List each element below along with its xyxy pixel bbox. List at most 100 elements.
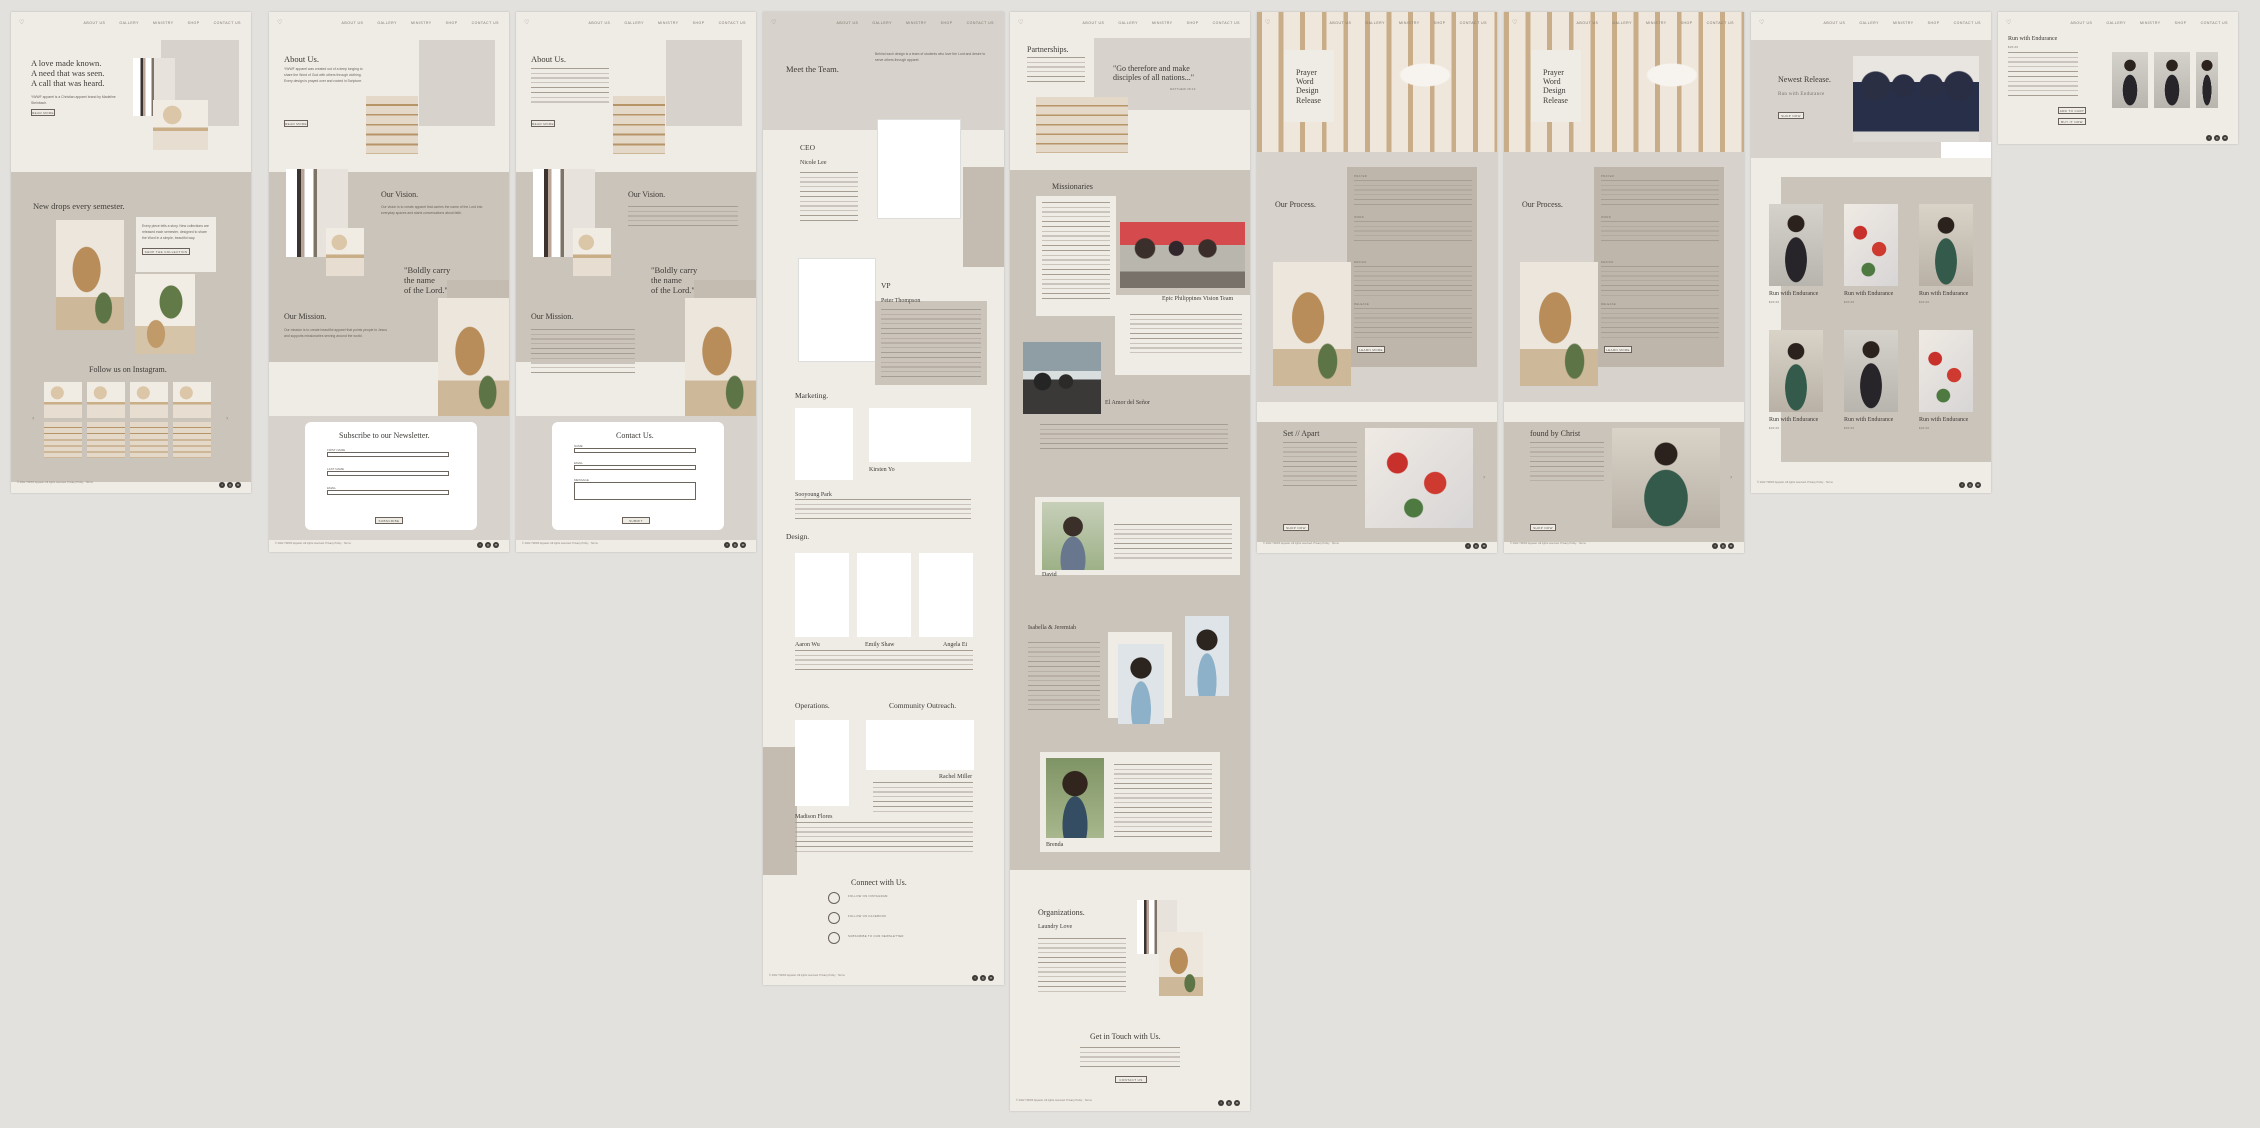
hero-read-more-button[interactable]: READ MORE xyxy=(31,109,55,116)
nav-gallery[interactable]: GALLERY xyxy=(377,21,397,25)
email-icon[interactable]: ✉ xyxy=(740,542,746,548)
nav-ministry[interactable]: MINISTRY xyxy=(2139,21,2161,25)
email-icon[interactable]: ✉ xyxy=(988,975,994,981)
facebook-icon[interactable]: f xyxy=(1218,1100,1224,1106)
email-field[interactable] xyxy=(574,465,696,470)
nav-about[interactable]: ABOUT US xyxy=(2070,21,2093,25)
nav-about[interactable]: ABOUT US xyxy=(836,21,859,25)
instagram-tile[interactable] xyxy=(173,382,211,418)
add-to-cart-button[interactable]: ADD TO CART xyxy=(2058,107,2086,114)
facebook-icon[interactable]: f xyxy=(219,482,225,488)
instagram-icon[interactable]: ◎ xyxy=(1226,1100,1232,1106)
nav-shop[interactable]: SHOP xyxy=(1186,21,1199,25)
product-image[interactable] xyxy=(1844,204,1898,286)
nav-shop[interactable]: SHOP xyxy=(187,21,200,25)
instagram-tile[interactable] xyxy=(44,382,82,418)
logo-icon[interactable]: ♡ xyxy=(1759,20,1765,26)
nav-gallery[interactable]: GALLERY xyxy=(119,21,139,25)
nav-gallery[interactable]: GALLERY xyxy=(1859,21,1879,25)
product-gallery-image[interactable] xyxy=(2196,52,2218,108)
nav-about[interactable]: ABOUT US xyxy=(1576,21,1599,25)
product-name[interactable]: Run with Endurance xyxy=(1769,291,1819,297)
product-image[interactable] xyxy=(1919,330,1973,412)
facebook-icon[interactable]: f xyxy=(1712,543,1718,549)
nav-about[interactable]: ABOUT US xyxy=(1082,21,1105,25)
last-name-field[interactable] xyxy=(327,471,449,476)
email-icon[interactable]: ✉ xyxy=(493,542,499,548)
instagram-next-icon[interactable]: › xyxy=(226,415,229,422)
nav-ministry[interactable]: MINISTRY xyxy=(1151,21,1173,25)
email-icon[interactable]: ✉ xyxy=(1481,543,1487,549)
nav-about[interactable]: ABOUT US xyxy=(588,21,611,25)
nav-shop[interactable]: SHOP xyxy=(1433,21,1446,25)
instagram-prev-icon[interactable]: ‹ xyxy=(32,415,35,422)
instagram-tile[interactable] xyxy=(173,422,211,458)
nav-contact[interactable]: CONTACT US xyxy=(966,21,994,25)
facebook-icon[interactable]: f xyxy=(972,975,978,981)
subscribe-button[interactable]: SUBSCRIBE xyxy=(375,517,403,524)
name-field[interactable] xyxy=(574,448,696,453)
facebook-icon[interactable]: f xyxy=(2206,135,2212,141)
instagram-icon[interactable]: ◎ xyxy=(227,482,233,488)
product-name[interactable]: Run with Endurance xyxy=(1844,417,1894,423)
logo-icon[interactable]: ♡ xyxy=(1265,20,1271,26)
nav-contact[interactable]: CONTACT US xyxy=(1459,21,1487,25)
facebook-icon[interactable]: f xyxy=(724,542,730,548)
nav-shop[interactable]: SHOP xyxy=(1927,21,1940,25)
instagram-icon[interactable]: ◎ xyxy=(2214,135,2220,141)
feature-next-icon[interactable]: › xyxy=(1730,474,1733,481)
instagram-tile[interactable] xyxy=(44,422,82,458)
nav-gallery[interactable]: GALLERY xyxy=(2106,21,2126,25)
nav-ministry[interactable]: MINISTRY xyxy=(1645,21,1667,25)
nav-ministry[interactable]: MINISTRY xyxy=(1892,21,1914,25)
nav-shop[interactable]: SHOP xyxy=(1680,21,1693,25)
instagram-icon[interactable]: ◎ xyxy=(485,542,491,548)
nav-gallery[interactable]: GALLERY xyxy=(1118,21,1138,25)
connect-item[interactable]: SUBSCRIBE TO OUR NEWSLETTER xyxy=(848,934,904,938)
logo-icon[interactable]: ♡ xyxy=(19,20,25,26)
facebook-icon[interactable]: f xyxy=(1959,482,1965,488)
email-field[interactable] xyxy=(327,490,449,495)
instagram-tile[interactable] xyxy=(130,422,168,458)
nav-ministry[interactable]: MINISTRY xyxy=(1398,21,1420,25)
logo-icon[interactable]: ♡ xyxy=(524,20,530,26)
logo-icon[interactable]: ♡ xyxy=(1018,20,1024,26)
nav-contact[interactable]: CONTACT US xyxy=(2200,21,2228,25)
drops-shop-button[interactable]: SHOP THE COLLECTION xyxy=(142,248,190,255)
product-image[interactable] xyxy=(1769,204,1823,286)
email-icon[interactable] xyxy=(828,932,840,944)
email-icon[interactable]: ✉ xyxy=(2222,135,2228,141)
nav-ministry[interactable]: MINISTRY xyxy=(657,21,679,25)
instagram-tile[interactable] xyxy=(87,382,125,418)
instagram-icon[interactable]: ◎ xyxy=(1720,543,1726,549)
logo-icon[interactable]: ♡ xyxy=(771,20,777,26)
about-read-more-button[interactable]: READ MORE xyxy=(531,120,555,127)
nav-contact[interactable]: CONTACT US xyxy=(1212,21,1240,25)
instagram-tile[interactable] xyxy=(130,382,168,418)
shop-now-button[interactable]: SHOP NOW xyxy=(1778,112,1804,119)
nav-contact[interactable]: CONTACT US xyxy=(213,21,241,25)
product-name[interactable]: Run with Endurance xyxy=(1844,291,1894,297)
product-gallery-image[interactable] xyxy=(2112,52,2148,108)
nav-gallery[interactable]: GALLERY xyxy=(624,21,644,25)
feature-next-icon[interactable]: › xyxy=(1483,474,1486,481)
nav-contact[interactable]: CONTACT US xyxy=(471,21,499,25)
product-name[interactable]: Run with Endurance xyxy=(1769,417,1819,423)
shop-now-button[interactable]: SHOP NOW xyxy=(1283,524,1309,531)
connect-item[interactable]: FOLLOW ON INSTAGRAM xyxy=(848,894,888,898)
product-name[interactable]: Run with Endurance xyxy=(1919,291,1969,297)
nav-about[interactable]: ABOUT US xyxy=(83,21,106,25)
instagram-icon[interactable]: ◎ xyxy=(1967,482,1973,488)
email-icon[interactable]: ✉ xyxy=(1234,1100,1240,1106)
nav-ministry[interactable]: MINISTRY xyxy=(905,21,927,25)
nav-gallery[interactable]: GALLERY xyxy=(1612,21,1632,25)
facebook-icon[interactable]: f xyxy=(477,542,483,548)
about-read-more-button[interactable]: READ MORE xyxy=(284,120,308,127)
facebook-icon[interactable] xyxy=(828,912,840,924)
learn-more-button[interactable]: LEARN MORE xyxy=(1357,346,1385,353)
connect-item[interactable]: FOLLOW ON FACEBOOK xyxy=(848,914,887,918)
nav-shop[interactable]: SHOP xyxy=(692,21,705,25)
message-field[interactable] xyxy=(574,482,696,500)
product-image[interactable] xyxy=(1844,330,1898,412)
nav-contact[interactable]: CONTACT US xyxy=(1706,21,1734,25)
